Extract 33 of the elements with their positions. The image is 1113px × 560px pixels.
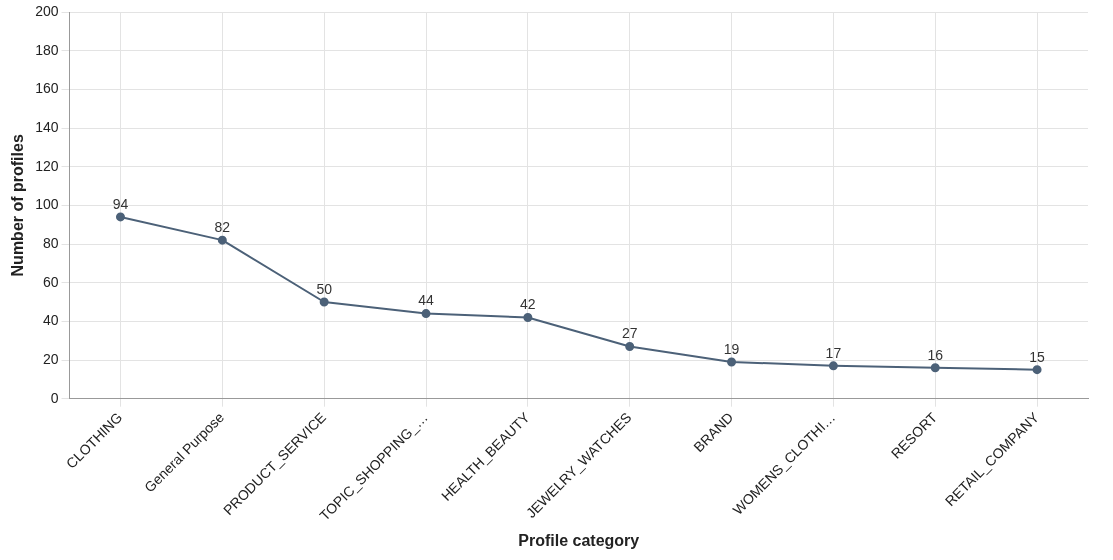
y-tick-label: 160 [35, 80, 59, 97]
point [217, 235, 227, 245]
y-tick-label: 200 [35, 2, 59, 19]
data-label: 15 [1029, 348, 1046, 365]
y-tick-label: 60 [42, 273, 59, 290]
y-tick-label: 180 [35, 41, 59, 58]
data-label: 17 [825, 344, 842, 361]
point [828, 361, 838, 371]
point [319, 297, 329, 307]
y-tick-label: 20 [42, 350, 59, 367]
data-label: 82 [214, 219, 231, 235]
data-label: 42 [520, 296, 536, 313]
point [727, 357, 737, 367]
point [1032, 365, 1042, 375]
y-tick-label: 140 [35, 118, 59, 135]
point [523, 312, 533, 322]
y-axis-title: Number of profiles [9, 134, 27, 277]
point [421, 309, 431, 319]
y-tick-label: 40 [42, 312, 59, 329]
point [930, 363, 940, 373]
x-axis-title: Profile category [518, 531, 640, 549]
data-label: 19 [723, 340, 740, 357]
point [625, 341, 635, 351]
y-tick-label: 80 [42, 234, 59, 251]
y-tick-label: 0 [50, 389, 59, 406]
point [115, 212, 125, 222]
data-label: 27 [621, 325, 638, 342]
y-tick-label: 100 [35, 196, 59, 213]
data-label: 94 [112, 195, 129, 212]
y-tick-label: 120 [35, 157, 59, 174]
data-label: 44 [418, 292, 435, 309]
data-label: 50 [316, 280, 333, 297]
data-label: 16 [927, 346, 944, 363]
